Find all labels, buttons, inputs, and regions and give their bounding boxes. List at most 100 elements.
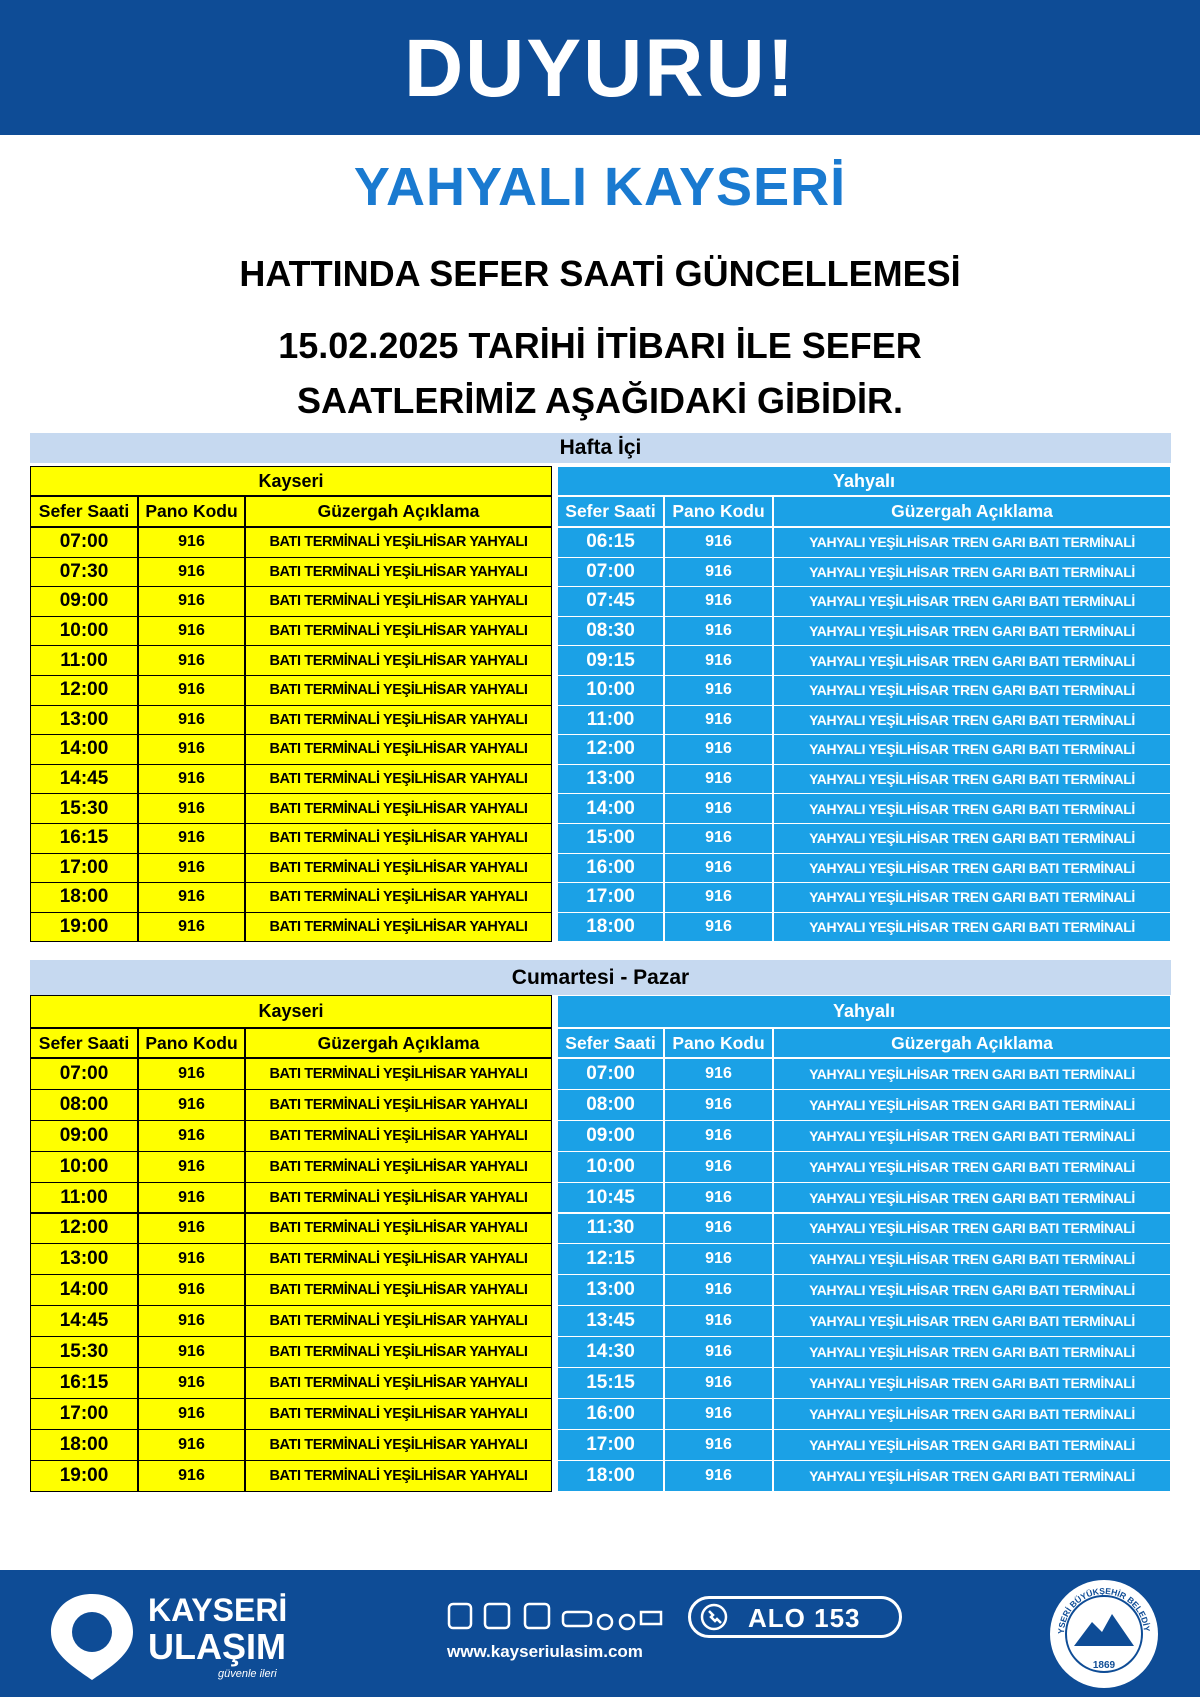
departure-time: 09:00 [30,1119,138,1152]
departure-time: 17:00 [30,1397,138,1430]
route-description: BATI TERMİNALİ YEŞİLHİSAR YAHYALI [245,1212,552,1245]
board-code: 916 [138,882,245,913]
departure-time: 17:00 [557,882,664,913]
route-description: YAHYALI YEŞİLHİSAR TREN GARI BATI TERMİN… [773,1058,1171,1090]
departure-time: 15:15 [557,1367,664,1399]
column-header: Güzergah Açıklama [245,1028,552,1058]
route-description: YAHYALI YEŞİLHİSAR TREN GARI BATI TERMİN… [773,793,1171,824]
route-description: BATI TERMİNALİ YEŞİLHİSAR YAHYALI [245,882,552,913]
route-description: YAHYALI YEŞİLHİSAR TREN GARI BATI TERMİN… [773,1305,1171,1338]
route-description: YAHYALI YEŞİLHİSAR TREN GARI BATI TERMİN… [773,645,1171,676]
table-header: Yahyalı [557,995,1171,1028]
board-code: 916 [138,1367,245,1399]
board-code: 916 [664,1243,773,1276]
route-description: YAHYALI YEŞİLHİSAR TREN GARI BATI TERMİN… [773,1243,1171,1276]
departure-time: 12:00 [557,734,664,765]
logo-icon [51,1594,133,1680]
route-description: BATI TERMİNALİ YEŞİLHİSAR YAHYALI [245,704,552,736]
route-description: YAHYALI YEŞİLHİSAR TREN GARI BATI TERMİN… [773,556,1171,588]
route-description: BATI TERMİNALİ YEŞİLHİSAR YAHYALI [245,527,552,558]
board-code: 916 [138,1336,245,1368]
departure-time: 12:00 [30,675,138,706]
board-code: 916 [664,763,773,795]
top-banner [0,0,1200,135]
section-title: Cumartesi - Pazar [30,960,1171,995]
departure-time: 12:00 [30,1212,138,1245]
board-code: 916 [664,1119,773,1152]
departure-time: 10:00 [557,1150,664,1183]
departure-time: 08:30 [557,615,664,647]
route-description: YAHYALI YEŞİLHİSAR TREN GARI BATI TERMİN… [773,1367,1171,1399]
route-description: YAHYALI YEŞİLHİSAR TREN GARI BATI TERMİN… [773,1212,1171,1245]
column-header: Pano Kodu [138,1028,245,1058]
board-code: 916 [138,1181,245,1214]
route-description: BATI TERMİNALİ YEŞİLHİSAR YAHYALI [245,1336,552,1368]
departure-time: 09:00 [557,1119,664,1152]
board-code: 916 [664,1212,773,1245]
route-description: YAHYALI YEŞİLHİSAR TREN GARI BATI TERMİN… [773,675,1171,706]
route-description: YAHYALI YEŞİLHİSAR TREN GARI BATI TERMİN… [773,763,1171,795]
departure-time: 13:45 [557,1305,664,1338]
footer: KAYSERİ ULAŞIM güvenle ileri www.kayseri… [0,1570,1200,1697]
departure-time: 15:00 [557,823,664,854]
departure-time: 07:00 [557,556,664,588]
website[interactable]: www.kayseriulasim.com [447,1642,643,1661]
hotline[interactable]: ALO 153 [748,1603,861,1633]
board-code: 916 [664,556,773,588]
column-header: Güzergah Açıklama [773,496,1171,527]
column-header: Pano Kodu [664,496,773,527]
route-description: YAHYALI YEŞİLHİSAR TREN GARI BATI TERMİN… [773,911,1171,943]
route-description: BATI TERMİNALİ YEŞİLHİSAR YAHYALI [245,1397,552,1430]
departure-time: 18:00 [557,911,664,943]
route-description: BATI TERMİNALİ YEŞİLHİSAR YAHYALI [245,615,552,647]
departure-time: 16:15 [30,823,138,854]
board-code: 916 [664,1397,773,1430]
departure-time: 14:45 [30,763,138,795]
notice: SAATLERİMİZ AŞAĞIDAKİ GİBİDİR. [297,380,903,421]
departure-time: 08:00 [30,1088,138,1121]
route-description: BATI TERMİNALİ YEŞİLHİSAR YAHYALI [245,823,552,854]
board-code: 916 [138,852,245,884]
route-description: BATI TERMİNALİ YEŞİLHİSAR YAHYALI [245,1305,552,1338]
board-code: 916 [138,1305,245,1338]
departure-time: 07:00 [30,527,138,558]
board-code: 916 [664,704,773,736]
route-description: BATI TERMİNALİ YEŞİLHİSAR YAHYALI [245,1428,552,1461]
table-header: Yahyalı [557,466,1171,496]
transport-icons [447,1602,663,1631]
route-description: BATI TERMİNALİ YEŞİLHİSAR YAHYALI [245,1367,552,1399]
board-code: 916 [138,793,245,824]
column-header: Sefer Saati [557,496,664,527]
board-code: 916 [138,823,245,854]
board-code: 916 [138,1212,245,1245]
route-description: BATI TERMİNALİ YEŞİLHİSAR YAHYALI [245,911,552,943]
departure-time: 10:00 [557,675,664,706]
departure-time: 15:30 [30,793,138,824]
route-description: BATI TERMİNALİ YEŞİLHİSAR YAHYALI [245,1150,552,1183]
section-title: Hafta İçi [30,433,1171,463]
route-description: YAHYALI YEŞİLHİSAR TREN GARI BATI TERMİN… [773,1150,1171,1183]
route-description: YAHYALI YEŞİLHİSAR TREN GARI BATI TERMİN… [773,615,1171,647]
board-code: 916 [138,1058,245,1090]
board-code: 916 [138,527,245,558]
departure-time: 11:00 [30,1181,138,1214]
board-code: 916 [138,645,245,676]
departure-time: 07:00 [30,1058,138,1090]
route-description: BATI TERMİNALİ YEŞİLHİSAR YAHYALI [245,793,552,824]
departure-time: 18:00 [557,1459,664,1492]
departure-time: 11:00 [557,704,664,736]
departure-time: 07:45 [557,586,664,617]
board-code: 916 [664,1428,773,1461]
departure-time: 06:15 [557,527,664,558]
route-description: YAHYALI YEŞİLHİSAR TREN GARI BATI TERMİN… [773,704,1171,736]
board-code: 916 [664,911,773,943]
board-code: 916 [138,1119,245,1152]
board-code: 916 [138,1428,245,1461]
column-header: Güzergah Açıklama [245,496,552,527]
departure-time: 12:15 [557,1243,664,1276]
route-description: YAHYALI YEŞİLHİSAR TREN GARI BATI TERMİN… [773,1428,1171,1461]
route-description: YAHYALI YEŞİLHİSAR TREN GARI BATI TERMİN… [773,882,1171,913]
route-description: YAHYALI YEŞİLHİSAR TREN GARI BATI TERMİN… [773,527,1171,558]
board-code: 916 [664,734,773,765]
